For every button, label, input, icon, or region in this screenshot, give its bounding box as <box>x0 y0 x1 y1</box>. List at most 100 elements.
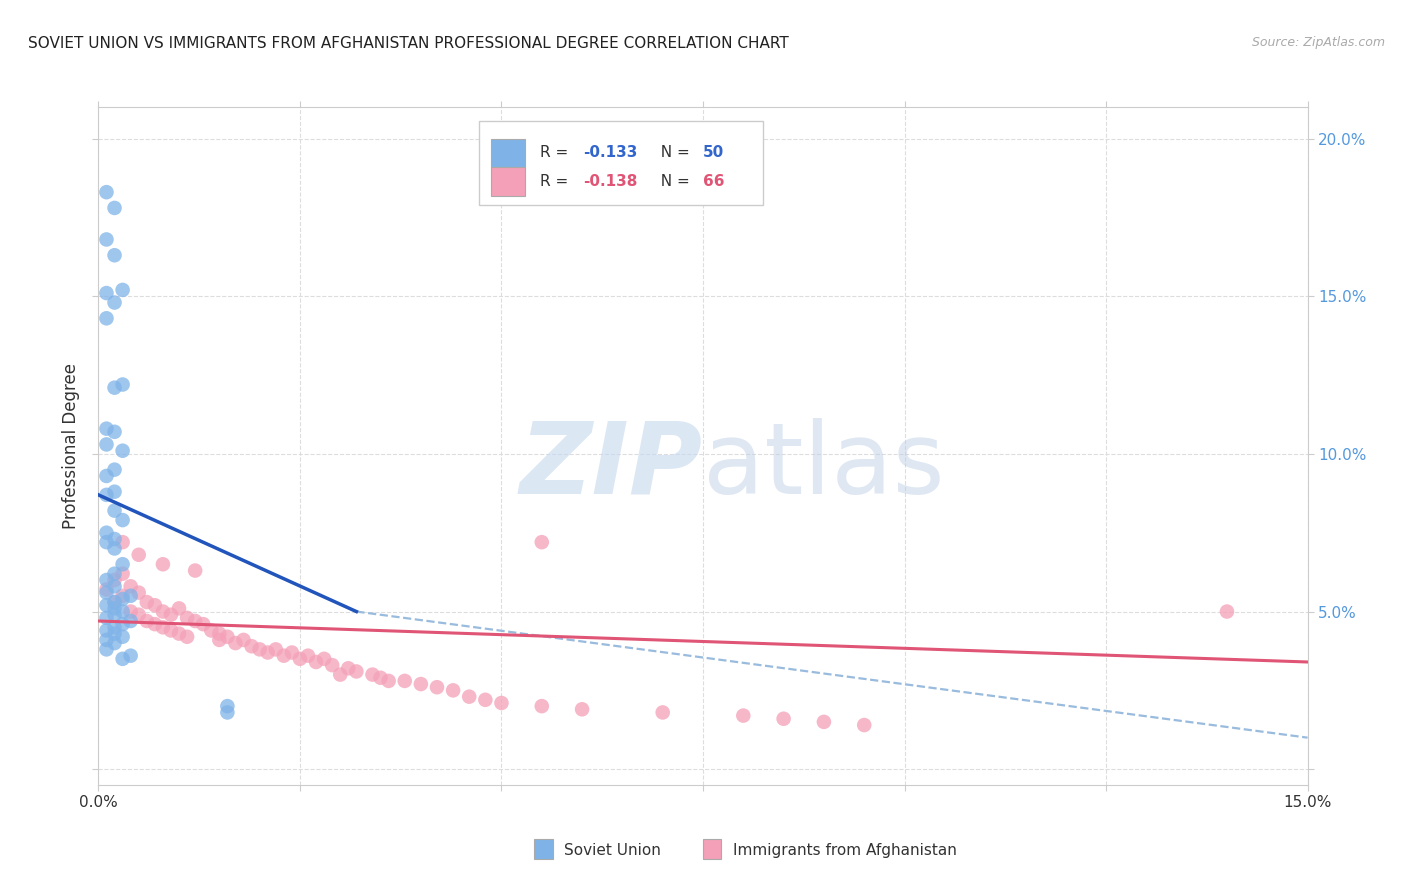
Point <box>571 702 593 716</box>
Point <box>305 655 328 669</box>
Point <box>249 642 271 657</box>
Point <box>96 585 118 599</box>
Point <box>184 564 207 578</box>
Point <box>120 605 142 619</box>
Point <box>733 708 755 723</box>
Point <box>103 532 125 546</box>
Point <box>111 535 134 549</box>
Text: 66: 66 <box>703 174 724 189</box>
Point <box>111 617 134 632</box>
Point <box>96 469 118 483</box>
Point <box>530 535 553 549</box>
Point <box>96 611 118 625</box>
Point <box>111 443 134 458</box>
Point <box>103 626 125 640</box>
Point <box>530 699 553 714</box>
Point <box>111 630 134 644</box>
Point <box>103 201 125 215</box>
Point <box>103 595 125 609</box>
Point <box>853 718 876 732</box>
Point <box>96 232 118 246</box>
Point <box>217 699 239 714</box>
Text: Source: ZipAtlas.com: Source: ZipAtlas.com <box>1251 36 1385 49</box>
Point <box>281 646 304 660</box>
Point <box>96 525 118 540</box>
Point <box>143 599 166 613</box>
Text: SOVIET UNION VS IMMIGRANTS FROM AFGHANISTAN PROFESSIONAL DEGREE CORRELATION CHAR: SOVIET UNION VS IMMIGRANTS FROM AFGHANIS… <box>28 36 789 51</box>
Point <box>314 652 336 666</box>
Point <box>103 601 125 615</box>
Point <box>96 632 118 647</box>
Point <box>103 595 125 609</box>
Text: R =: R = <box>540 145 572 161</box>
Point <box>103 607 125 622</box>
Point <box>273 648 295 663</box>
Point <box>96 286 118 301</box>
Point <box>103 573 125 587</box>
Text: Soviet Union: Soviet Union <box>564 843 661 857</box>
Point <box>426 680 449 694</box>
Point <box>152 605 174 619</box>
Text: -0.133: -0.133 <box>583 145 638 161</box>
Point <box>361 667 384 681</box>
Point <box>103 503 125 517</box>
Point <box>103 248 125 262</box>
FancyBboxPatch shape <box>492 168 526 196</box>
Point <box>193 617 215 632</box>
Point <box>240 639 263 653</box>
Point <box>111 589 134 603</box>
Point <box>184 614 207 628</box>
Point <box>232 632 254 647</box>
Point <box>224 636 246 650</box>
Point <box>217 630 239 644</box>
Point <box>288 652 311 666</box>
Point <box>1216 605 1239 619</box>
Point <box>321 658 343 673</box>
Point <box>103 620 125 634</box>
Point <box>120 614 142 628</box>
Point <box>96 582 118 597</box>
Point <box>103 484 125 499</box>
Point <box>128 607 150 622</box>
Point <box>329 667 352 681</box>
Point <box>344 665 367 679</box>
Point <box>143 617 166 632</box>
Point <box>135 614 157 628</box>
Point <box>111 513 134 527</box>
FancyBboxPatch shape <box>492 138 526 167</box>
Text: -0.138: -0.138 <box>583 174 638 189</box>
Point <box>96 642 118 657</box>
Point <box>135 595 157 609</box>
Point <box>160 624 183 638</box>
Point <box>111 605 134 619</box>
Point <box>208 632 231 647</box>
Point <box>120 589 142 603</box>
Point <box>176 630 198 644</box>
Point <box>167 601 190 615</box>
Point <box>256 646 278 660</box>
Point <box>96 535 118 549</box>
Point <box>103 295 125 310</box>
Text: ZIP: ZIP <box>520 417 703 515</box>
Point <box>103 566 125 581</box>
Point <box>409 677 432 691</box>
Point <box>394 673 416 688</box>
Point <box>491 696 513 710</box>
Point <box>377 673 399 688</box>
Point <box>96 311 118 326</box>
Text: atlas: atlas <box>703 417 945 515</box>
Point <box>96 624 118 638</box>
Point <box>96 437 118 451</box>
Point <box>152 620 174 634</box>
Text: 50: 50 <box>703 145 724 161</box>
Point <box>111 591 134 606</box>
Point <box>264 642 287 657</box>
Point <box>96 488 118 502</box>
Point <box>458 690 481 704</box>
Point <box>111 566 134 581</box>
Point <box>167 626 190 640</box>
Point <box>103 636 125 650</box>
Point <box>772 712 794 726</box>
Point <box>813 714 835 729</box>
Text: N =: N = <box>651 145 695 161</box>
